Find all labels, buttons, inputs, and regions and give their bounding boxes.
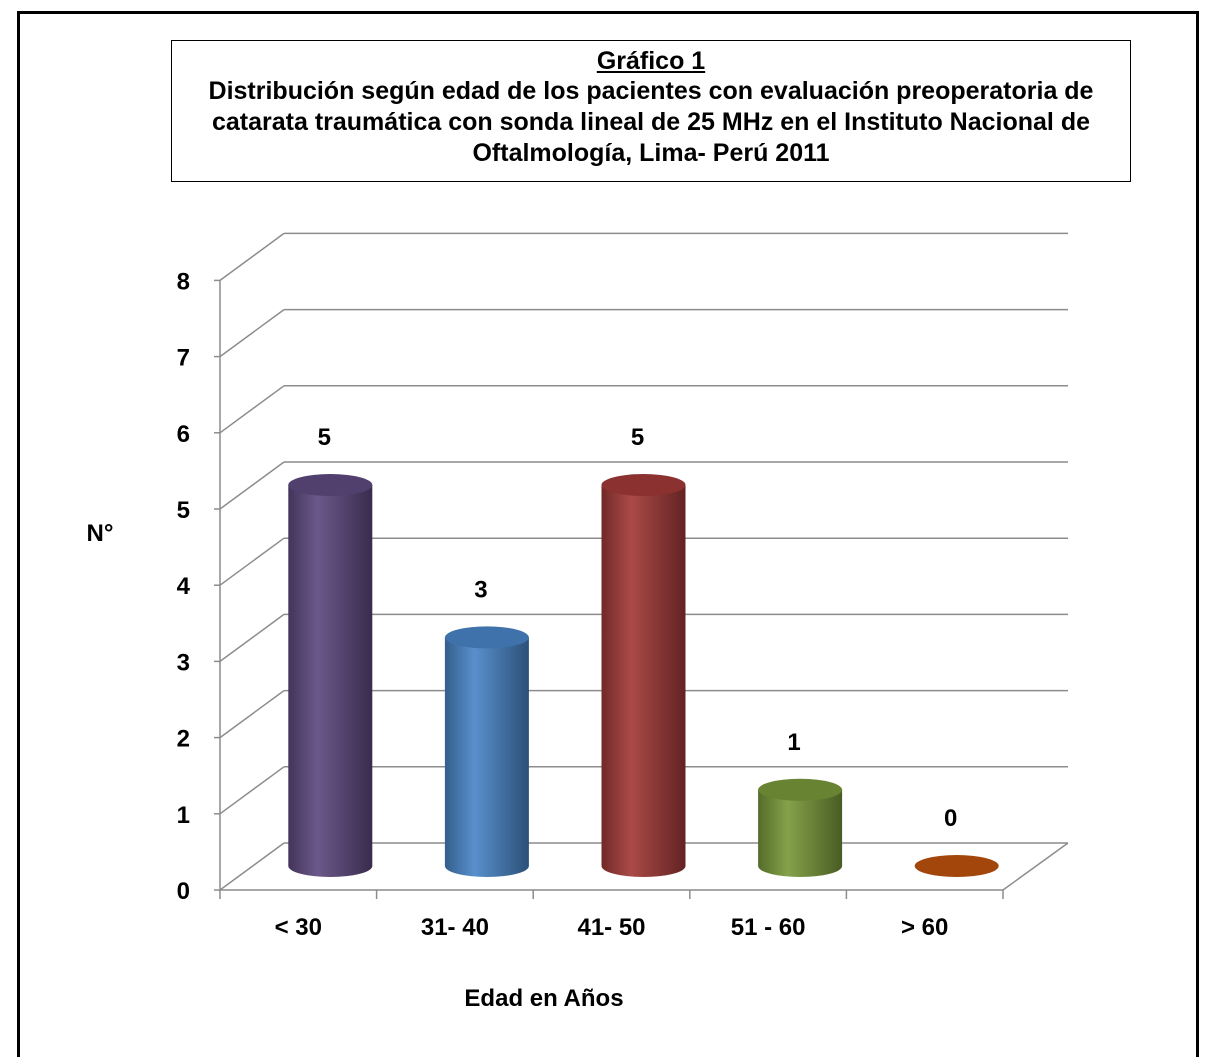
- y-axis-label: N°: [87, 520, 114, 547]
- chart-title-box: Gráfico 1 Distribución según edad de los…: [171, 40, 1131, 182]
- chart-frame: [17, 11, 1199, 1057]
- x-tick-label: 51 - 60: [731, 914, 806, 941]
- y-tick-label: 2: [177, 726, 190, 753]
- x-tick-label: < 30: [275, 914, 322, 941]
- bar: [444, 626, 529, 877]
- y-tick-label: 3: [177, 649, 190, 676]
- bar: [288, 474, 373, 877]
- gridline: [219, 232, 1068, 282]
- chart-subtitle: Distribución según edad de los pacientes…: [208, 77, 1094, 167]
- data-label: 5: [318, 424, 331, 451]
- chart-title: Gráfico 1: [596, 47, 706, 75]
- bar: [758, 778, 843, 877]
- y-tick-label: 4: [177, 573, 191, 600]
- bar-layer: [288, 474, 999, 877]
- x-tick-label: > 60: [901, 914, 948, 941]
- x-tick-label: 41- 50: [577, 914, 645, 941]
- data-label: 0: [944, 805, 957, 832]
- y-tick-label: 0: [177, 878, 190, 905]
- y-tick-label: 1: [177, 802, 190, 829]
- x-tick-label: 31- 40: [421, 914, 489, 941]
- y-tick-label: 5: [177, 497, 190, 524]
- floor-edge: [1002, 842, 1069, 891]
- gridline: [219, 308, 1068, 358]
- bar: [914, 855, 999, 877]
- bar-top: [601, 474, 686, 496]
- gridline: [219, 385, 1068, 434]
- bar-top: [914, 855, 999, 877]
- y-tick-label: 8: [177, 268, 190, 295]
- bar-body: [758, 789, 843, 877]
- label-layer: 5 < 30 3 31- 40 5 41- 50 1 51 - 60 0 > 60: [275, 424, 958, 941]
- bar-top: [288, 474, 373, 496]
- bar-top: [444, 626, 529, 649]
- y-tick-label: 7: [177, 345, 190, 372]
- axis-layer: 0 1 2 3 4 5 6 7 8: [177, 268, 1004, 905]
- gridline: [219, 461, 1068, 510]
- x-axis-label: Edad en Años: [464, 985, 623, 1012]
- bar-body: [288, 485, 373, 877]
- bar-body: [601, 485, 686, 877]
- y-tick-label: 6: [177, 421, 190, 448]
- bar: [601, 474, 686, 877]
- bar-top: [758, 778, 843, 801]
- data-label: 5: [631, 424, 644, 451]
- data-label: 3: [474, 576, 487, 603]
- bar-body: [444, 637, 529, 877]
- data-label: 1: [787, 729, 800, 756]
